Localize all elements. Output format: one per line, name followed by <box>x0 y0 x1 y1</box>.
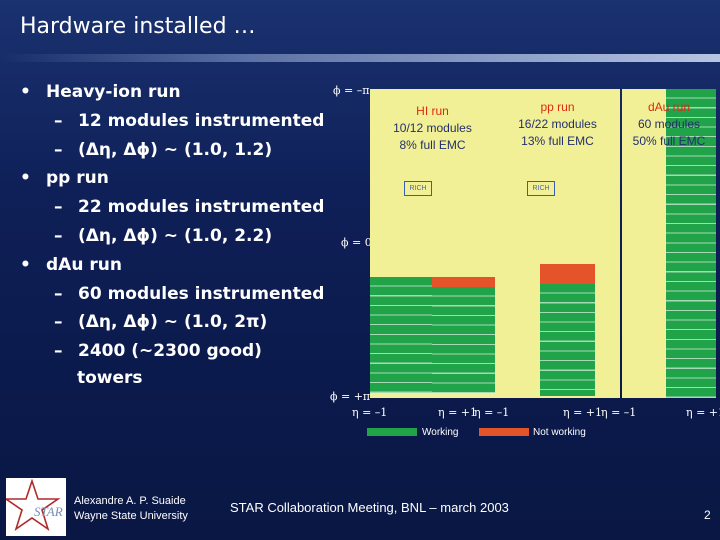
legend-working-label: Working <box>422 427 459 438</box>
module-gridlines <box>540 284 595 396</box>
panel-title: dAu run <box>647 100 691 114</box>
logo-text: STAR <box>34 504 63 519</box>
sub-bullet-text: towers <box>77 367 143 388</box>
bullet-dau: • dAu run <box>20 251 340 280</box>
dash-marker: – <box>54 312 63 333</box>
title-divider <box>0 54 720 62</box>
sub-bullet-continuation: towers <box>20 366 340 390</box>
meeting-name: STAR Collaboration Meeting, BNL – march … <box>230 500 509 515</box>
not-working-module <box>432 277 495 287</box>
bullet-marker: • <box>20 254 31 275</box>
page-number: 2 <box>704 508 711 522</box>
module-gridlines <box>666 89 716 398</box>
sub-bullet: –12 modules instrumented <box>20 107 340 136</box>
author-block: Alexandre A. P. Suaide Wayne State Unive… <box>74 494 188 524</box>
eta-label: η = +1 <box>438 406 478 419</box>
star-logo: STAR <box>6 478 66 536</box>
dash-marker: – <box>54 225 63 246</box>
panel-line: 60 modules <box>637 117 701 131</box>
working-modules <box>666 89 716 398</box>
panel-line: 50% full EMC <box>632 134 706 148</box>
bullet-marker: • <box>20 168 31 189</box>
phi-label: ϕ = +π <box>330 390 371 403</box>
panel-header: HI run 10/12 modules 8% full EMC <box>370 103 495 154</box>
author-affiliation: Wayne State University <box>74 510 188 522</box>
panel-title: pp run <box>540 100 575 114</box>
rich-box: RICH <box>527 181 555 196</box>
bullet-heavy-ion: • Heavy-ion run <box>20 78 340 107</box>
slide-title: Hardware installed … <box>20 14 256 39</box>
pp-run-panel: pp run 16/22 modules 13% full EMC RICH <box>495 89 620 398</box>
sub-bullet-text: 60 modules instrumented <box>78 283 325 304</box>
hi-run-panel: HI run 10/12 modules 8% full EMC RICH <box>370 89 495 398</box>
working-modules <box>540 284 595 396</box>
working-modules <box>432 287 495 393</box>
sub-bullet-text: (Δη, Δϕ) ~ (1.0, 2.2) <box>78 225 273 246</box>
sub-bullet: – (Δη, Δϕ) ~ (1.0, 2π) <box>20 308 340 337</box>
panel-header: dAu run 60 modules 50% full EMC <box>622 99 716 150</box>
sub-bullet-text: 2400 (~2300 good) <box>78 341 262 362</box>
eta-label: η = +1 <box>563 406 603 419</box>
not-working-module <box>540 264 595 284</box>
eta-label: η = –1 <box>352 406 388 419</box>
bullet-list: • Heavy-ion run –12 modules instrumented … <box>20 78 340 390</box>
bullet-pp: • pp run <box>20 164 340 193</box>
panel-line: 13% full EMC <box>521 134 594 148</box>
phi-label: ϕ = –π <box>333 84 370 97</box>
dash-marker: – <box>54 139 63 160</box>
phi-label: ϕ = 0 <box>341 236 372 249</box>
legend-not-working-label: Not working <box>533 427 586 438</box>
dau-run-panel: dAu run 60 modules 50% full EMC <box>622 89 716 398</box>
legend-not-working-swatch <box>479 428 529 436</box>
eta-label: η = –1 <box>474 406 510 419</box>
sub-bullet: – (Δη, Δϕ) ~ (1.0, 1.2) <box>20 136 340 165</box>
sub-bullet: –2400 (~2300 good) <box>20 337 340 366</box>
module-gridlines <box>432 287 495 393</box>
sub-bullet: –60 modules instrumented <box>20 280 340 309</box>
bullet-text: dAu run <box>46 254 122 275</box>
author-name: Alexandre A. P. Suaide <box>74 495 186 507</box>
bullet-text: Heavy-ion run <box>46 82 181 102</box>
dash-marker: – <box>54 197 63 218</box>
panel-line: 16/22 modules <box>518 117 597 131</box>
eta-label: η = –1 <box>601 406 637 419</box>
dash-marker: – <box>54 283 63 304</box>
working-modules <box>370 277 432 393</box>
sub-bullet: – (Δη, Δϕ) ~ (1.0, 2.2) <box>20 222 340 251</box>
panel-line: 8% full EMC <box>399 138 466 152</box>
panel-line: 10/12 modules <box>393 121 472 135</box>
bullet-text: pp run <box>46 168 109 189</box>
sub-bullet-text: 12 modules instrumented <box>78 110 325 131</box>
panel-title: HI run <box>416 104 449 118</box>
star-icon: STAR <box>6 478 63 531</box>
panel-header: pp run 16/22 modules 13% full EMC <box>495 99 620 150</box>
eta-label: η = +1 <box>686 406 720 419</box>
bullet-marker: • <box>20 82 31 102</box>
rich-box: RICH <box>404 181 432 196</box>
sub-bullet-text: (Δη, Δϕ) ~ (1.0, 2π) <box>78 312 268 333</box>
sub-bullet-text: (Δη, Δϕ) ~ (1.0, 1.2) <box>78 139 273 160</box>
module-gridlines <box>370 277 432 393</box>
sub-bullet: –22 modules instrumented <box>20 193 340 222</box>
sub-bullet-text: 22 modules instrumented <box>78 197 325 218</box>
dash-marker: – <box>54 341 63 362</box>
legend-working-swatch <box>367 428 417 436</box>
dash-marker: – <box>54 110 63 131</box>
